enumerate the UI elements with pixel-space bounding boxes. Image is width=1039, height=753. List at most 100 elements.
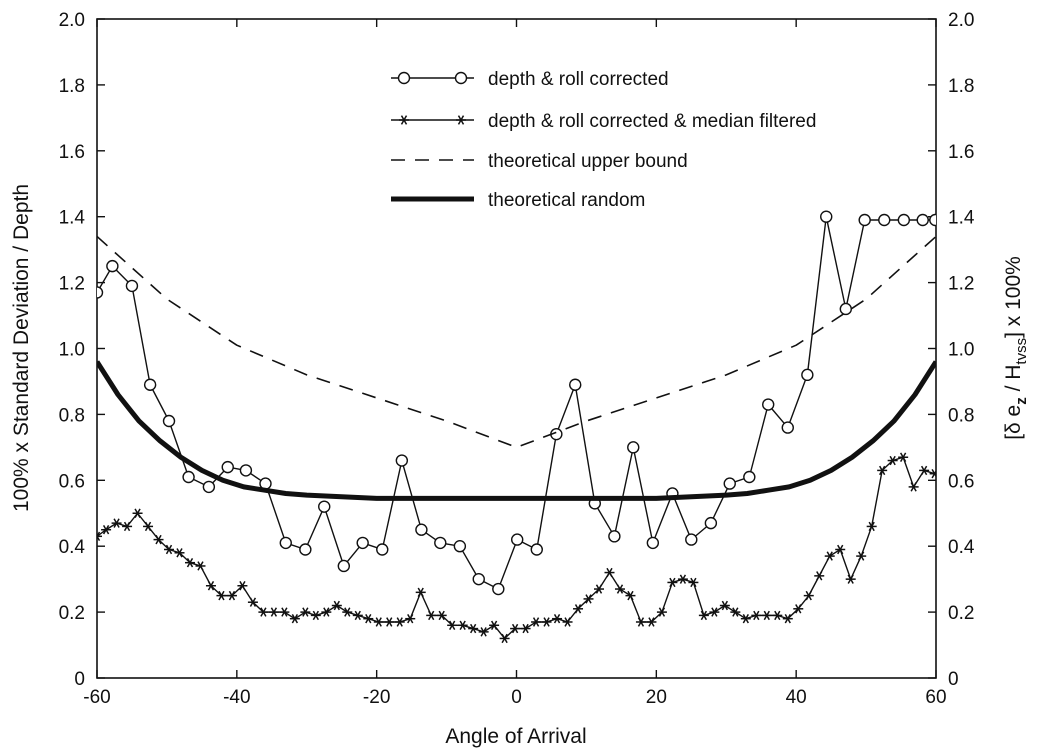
star-stroke [616, 584, 624, 594]
star-stroke [721, 600, 729, 611]
star-marker [866, 521, 877, 532]
star-marker [205, 581, 216, 591]
circle-marker [395, 454, 409, 467]
x-axis-label: Angle of Arrival [445, 725, 586, 748]
star-marker [499, 633, 510, 644]
star-stroke [407, 613, 414, 624]
x-tick-label: 60 [925, 687, 946, 708]
circle-marker [434, 536, 447, 550]
star-stroke [102, 525, 110, 535]
star-marker [342, 607, 353, 617]
circle-marker [162, 414, 176, 428]
star-stroke [239, 581, 246, 591]
legend-item-1: depth & roll corrected [391, 69, 669, 90]
circle-marker [878, 213, 891, 227]
star-stroke [417, 587, 424, 598]
circle-marker [202, 480, 216, 494]
circle-marker [858, 213, 871, 227]
star-marker [394, 617, 405, 627]
legend-item-2: depth & roll corrected & median filtered [391, 111, 816, 132]
star-marker [373, 617, 384, 627]
star-stroke [375, 617, 382, 627]
star-stroke [344, 607, 351, 617]
star-marker [709, 607, 720, 617]
star-stroke [606, 567, 613, 578]
star-marker [478, 627, 489, 637]
star-stroke [574, 604, 582, 614]
star-marker [803, 590, 814, 601]
y-tick-label-right: 1.8 [948, 76, 974, 97]
star-marker [751, 610, 762, 621]
star-marker [426, 610, 437, 621]
star-marker [919, 465, 930, 476]
star-stroke [784, 613, 791, 624]
star-marker [594, 584, 605, 594]
y-tick-label-right: 1.2 [948, 274, 974, 295]
star-marker [646, 617, 657, 627]
circle-marker [453, 540, 467, 553]
star-stroke [270, 607, 278, 617]
legend-label: depth & roll corrected [488, 69, 669, 90]
right-label-open: [δ e [1002, 405, 1025, 440]
star-stroke [826, 551, 833, 561]
star-stroke [795, 604, 802, 614]
star-stroke [228, 590, 236, 601]
star-marker [740, 613, 751, 624]
circle-marker [781, 421, 794, 434]
star-stroke [97, 531, 101, 538]
star-stroke [879, 465, 886, 476]
legend-label: theoretical random [488, 190, 645, 211]
series-4 [97, 360, 936, 501]
star-marker [583, 594, 594, 604]
star-marker [489, 620, 500, 630]
y-tick-label-right: 0.4 [948, 537, 975, 558]
circle-marker [685, 533, 698, 546]
star-stroke [637, 617, 645, 627]
right-label-close: ] x 100% [1002, 256, 1025, 338]
x-tick-label: -20 [363, 687, 390, 708]
star-stroke [291, 613, 299, 624]
star-marker [97, 531, 102, 542]
star-marker [247, 597, 258, 607]
star-stroke [302, 607, 309, 617]
star-stroke [207, 581, 215, 591]
star-stroke [281, 607, 288, 617]
y-tick-label-left: 1.6 [59, 142, 85, 163]
star-marker [321, 607, 332, 617]
legend-label: depth & roll corrected & median filtered [488, 111, 816, 132]
star-marker [698, 610, 709, 621]
series-layer [97, 210, 936, 644]
star-marker [793, 604, 804, 614]
circle-marker [530, 543, 543, 556]
star-marker [289, 613, 300, 624]
star-stroke [658, 607, 666, 617]
y-tick-label-right: 2.0 [948, 10, 974, 31]
star-stroke [564, 617, 571, 627]
star-marker [677, 574, 688, 584]
circle-marker [182, 470, 195, 484]
star-marker [384, 617, 395, 627]
star-marker [562, 617, 573, 627]
star-stroke [438, 610, 445, 621]
star-stroke [428, 610, 435, 621]
star-marker [573, 604, 584, 614]
star-marker [552, 613, 563, 624]
star-marker [887, 455, 898, 466]
star-marker [468, 623, 479, 634]
star-stroke [595, 584, 603, 594]
star-stroke [858, 551, 865, 561]
star-stroke [333, 600, 340, 611]
star-stroke [218, 590, 225, 601]
y-axis-label-right: [δ ez / Htvss] x 100% [1002, 256, 1030, 440]
star-marker [363, 613, 374, 624]
star-stroke [742, 613, 749, 624]
star-marker [688, 577, 699, 588]
circle-marker [106, 259, 119, 273]
star-stroke [899, 452, 907, 462]
legend-circle-marker [454, 71, 468, 85]
star-stroke [585, 594, 592, 604]
star-stroke [123, 521, 131, 532]
y-tick-label-left: 1.0 [59, 340, 85, 361]
star-marker [719, 600, 730, 611]
